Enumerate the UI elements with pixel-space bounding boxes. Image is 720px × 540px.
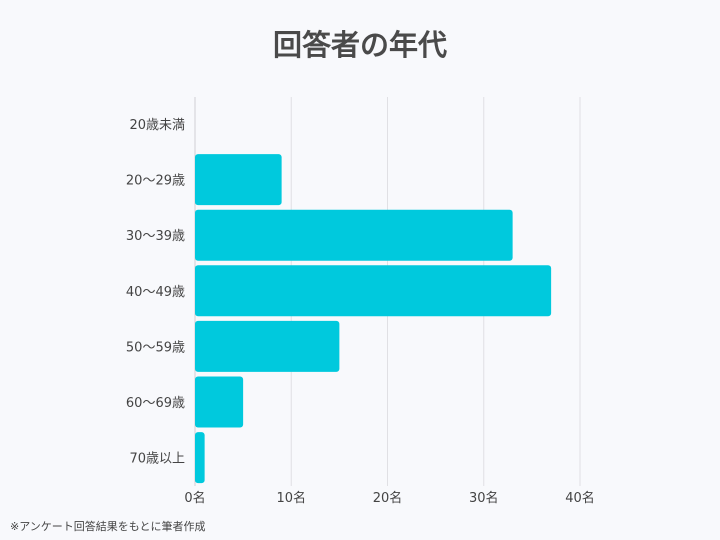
x-tick-label: 20名 [373,490,403,506]
x-tick-label: 10名 [276,490,306,506]
x-tick-label: 0名 [184,490,205,506]
bar [195,432,205,484]
bar [195,154,282,206]
y-tick-label: 60～69歳 [126,396,185,411]
bar [195,376,244,428]
bar [195,320,340,372]
x-tick-label: 30名 [469,490,499,506]
y-tick-label: 30～39歳 [126,229,185,244]
bar [195,209,513,261]
footnote: ※アンケート回答結果をもとに筆者作成 [10,520,206,533]
x-tick-label: 40名 [565,490,595,506]
y-tick-label: 20歳未満 [129,118,185,133]
y-tick-label: 50～59歳 [126,340,185,355]
bar [195,265,552,317]
chart-title: 回答者の年代 [272,28,447,62]
y-tick-label: 70歳以上 [129,452,185,467]
y-tick-label: 40～49歳 [126,285,185,300]
y-tick-label: 20～29歳 [126,174,185,189]
